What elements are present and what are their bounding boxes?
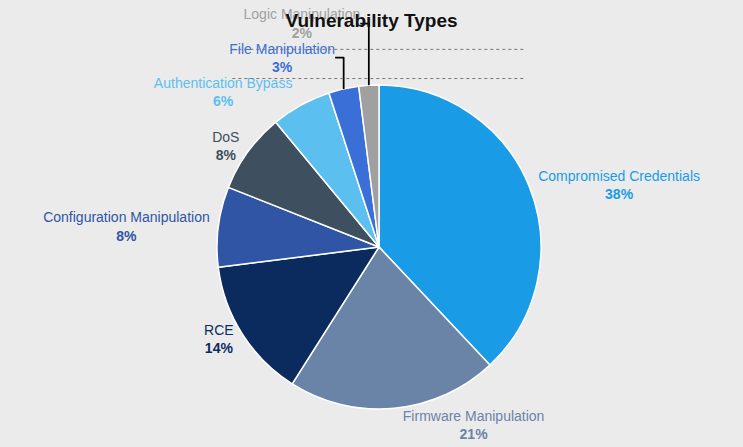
svg-text:Compromised Credentials38%: Compromised Credentials38% [538,168,700,202]
svg-text:DoS8%: DoS8% [212,129,239,163]
svg-text:Logic Manipulation2%: Logic Manipulation2% [244,6,361,40]
svg-text:RCE14%: RCE14% [204,322,234,356]
svg-text:Firmware Manipulation21%: Firmware Manipulation21% [403,408,545,442]
svg-text:File Manipulation3%: File Manipulation3% [229,41,335,75]
svg-text:Authentication Bypass6%: Authentication Bypass6% [154,75,293,109]
svg-text:Vulnerability Types: Vulnerability Types [285,10,457,31]
svg-text:Configuration Manipulation8%: Configuration Manipulation8% [43,209,210,243]
